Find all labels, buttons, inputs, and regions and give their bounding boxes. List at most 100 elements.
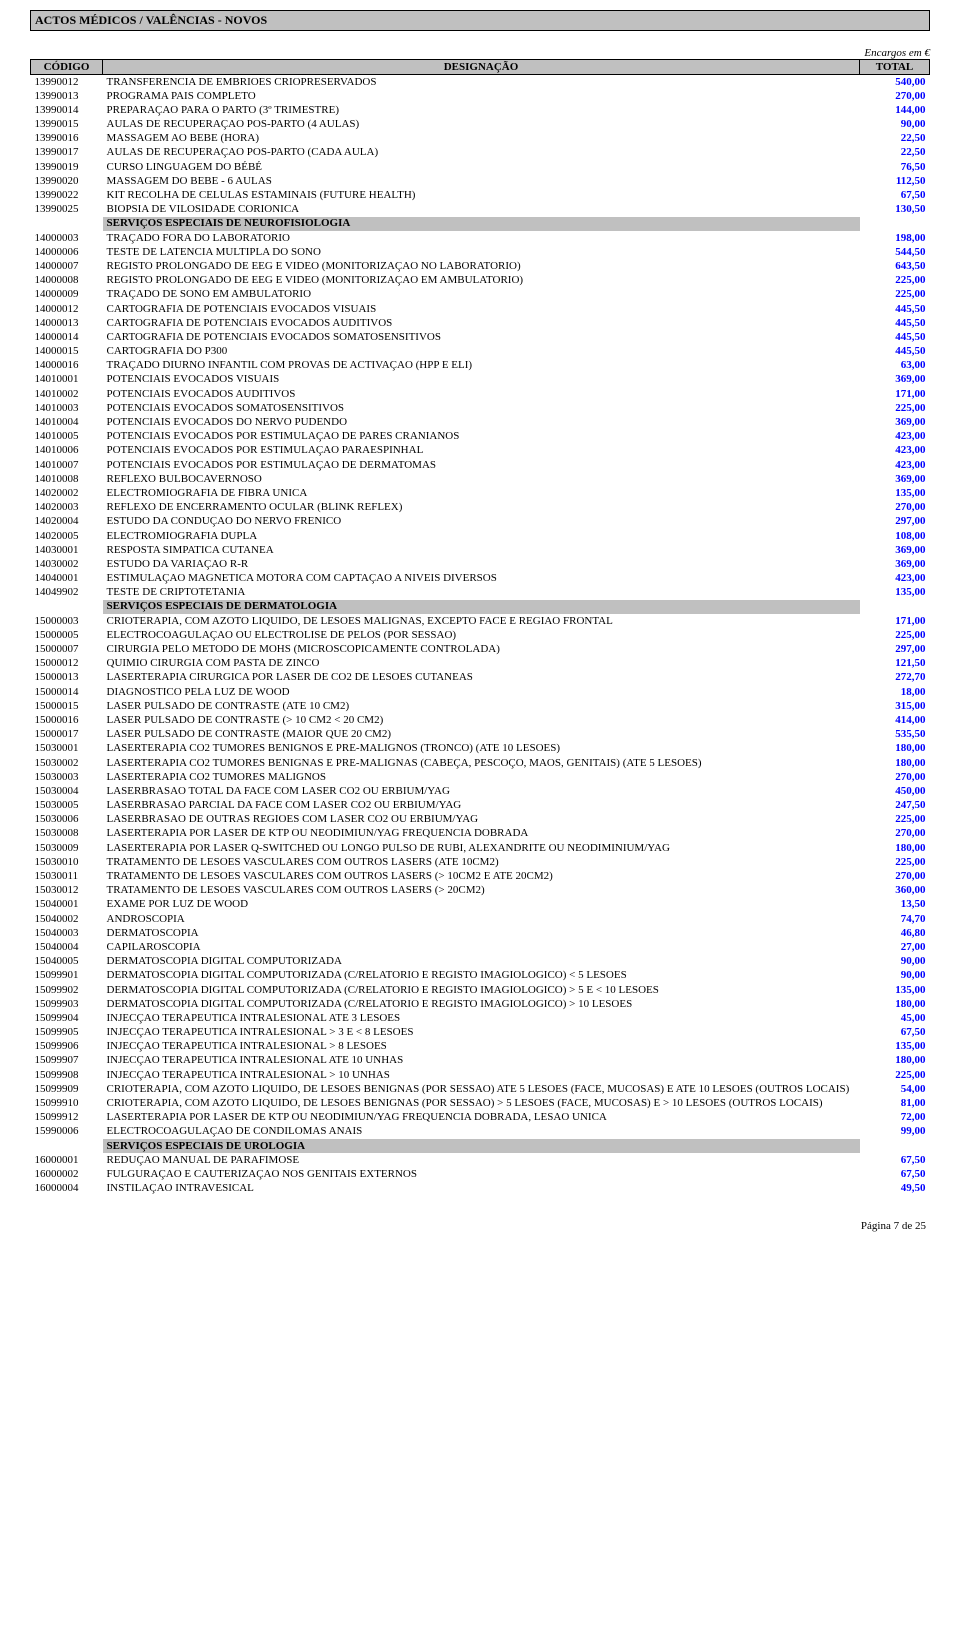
table-row: 14010008REFLEXO BULBOCAVERNOSO369,00 bbox=[31, 472, 930, 486]
cell-total: 369,00 bbox=[860, 557, 930, 571]
table-row: 15000007CIRURGIA PELO METODO DE MOHS (MI… bbox=[31, 643, 930, 657]
table-row: 15099910CRIOTERAPIA, COM AZOTO LIQUIDO, … bbox=[31, 1097, 930, 1111]
table-row: 15030004LASERBRASAO TOTAL DA FACE COM LA… bbox=[31, 784, 930, 798]
cell-codigo: 15099907 bbox=[31, 1054, 103, 1068]
cell-codigo: 14020005 bbox=[31, 529, 103, 543]
cell-total: 272,70 bbox=[860, 671, 930, 685]
cell-codigo: 15040005 bbox=[31, 955, 103, 969]
cell-codigo: 15030005 bbox=[31, 799, 103, 813]
table-row: 15040003DERMATOSCOPIA46,80 bbox=[31, 926, 930, 940]
cell-total: 180,00 bbox=[860, 997, 930, 1011]
cell-total: 171,00 bbox=[860, 387, 930, 401]
table-row: 15030002LASERTERAPIA CO2 TUMORES BENIGNA… bbox=[31, 756, 930, 770]
table-row: 14010003POTENCIAIS EVOCADOS SOMATOSENSIT… bbox=[31, 401, 930, 415]
cell-codigo: 15990006 bbox=[31, 1125, 103, 1139]
table-row: 15030008LASERTERAPIA POR LASER DE KTP OU… bbox=[31, 827, 930, 841]
cell-desc: QUIMIO CIRURGIA COM PASTA DE ZINCO bbox=[103, 657, 860, 671]
cell-desc: PREPARAÇAO PARA O PARTO (3º TRIMESTRE) bbox=[103, 103, 860, 117]
cell-codigo: 15030002 bbox=[31, 756, 103, 770]
cell-total: 90,00 bbox=[860, 955, 930, 969]
cell-codigo: 15030012 bbox=[31, 884, 103, 898]
cell-total: 67,50 bbox=[860, 189, 930, 203]
cell-total: 99,00 bbox=[860, 1125, 930, 1139]
table-row: 14000003TRAÇADO FORA DO LABORATORIO198,0… bbox=[31, 231, 930, 245]
cell-codigo: 14049902 bbox=[31, 586, 103, 600]
cell-desc: BIOPSIA DE VILOSIDADE CORIONICA bbox=[103, 203, 860, 217]
table-row: 15040002ANDROSCOPIA74,70 bbox=[31, 912, 930, 926]
cell-codigo: 14020004 bbox=[31, 515, 103, 529]
cell-codigo bbox=[31, 217, 103, 231]
cell-codigo: 14000012 bbox=[31, 302, 103, 316]
table-row: 15099909CRIOTERAPIA, COM AZOTO LIQUIDO, … bbox=[31, 1082, 930, 1096]
col-total: TOTAL bbox=[860, 60, 930, 75]
cell-desc: LASERTERAPIA POR LASER DE KTP OU NEODIMI… bbox=[103, 827, 860, 841]
cell-codigo: 13990025 bbox=[31, 203, 103, 217]
table-row: 14000012CARTOGRAFIA DE POTENCIAIS EVOCAD… bbox=[31, 302, 930, 316]
cell-total: 22,50 bbox=[860, 146, 930, 160]
table-row: 15099905INJECÇAO TERAPEUTICA INTRALESION… bbox=[31, 1026, 930, 1040]
cell-codigo: 14010005 bbox=[31, 430, 103, 444]
table-row: 15990006ELECTROCOAGULAÇAO DE CONDILOMAS … bbox=[31, 1125, 930, 1139]
cell-codigo: 14020003 bbox=[31, 501, 103, 515]
table-row: 15030011TRATAMENTO DE LESOES VASCULARES … bbox=[31, 870, 930, 884]
table-row: 14049902TESTE DE CRIPTOTETANIA135,00 bbox=[31, 586, 930, 600]
cell-codigo: 14000008 bbox=[31, 274, 103, 288]
cell-desc: CARTOGRAFIA DE POTENCIAIS EVOCADOS SOMAT… bbox=[103, 330, 860, 344]
table-row: 14020002ELECTROMIOGRAFIA DE FIBRA UNICA1… bbox=[31, 486, 930, 500]
cell-codigo: 14040001 bbox=[31, 572, 103, 586]
cell-codigo: 15030010 bbox=[31, 855, 103, 869]
cell-desc: CARTOGRAFIA DE POTENCIAIS EVOCADOS AUDIT… bbox=[103, 316, 860, 330]
cell-codigo: 15099910 bbox=[31, 1097, 103, 1111]
cell-desc: LASER PULSADO DE CONTRASTE (MAIOR QUE 20… bbox=[103, 728, 860, 742]
cell-codigo: 14010002 bbox=[31, 387, 103, 401]
table-row: 14000016TRAÇADO DIURNO INFANTIL COM PROV… bbox=[31, 359, 930, 373]
cell-desc: INSTILAÇAO INTRAVESICAL bbox=[103, 1182, 860, 1196]
cell-total: 445,50 bbox=[860, 316, 930, 330]
cell-desc: LASERTERAPIA POR LASER DE KTP OU NEODIMI… bbox=[103, 1111, 860, 1125]
cell-desc: CAPILAROSCOPIA bbox=[103, 940, 860, 954]
cell-desc: DERMATOSCOPIA DIGITAL COMPUTORIZADA bbox=[103, 955, 860, 969]
table-row: 15030012TRATAMENTO DE LESOES VASCULARES … bbox=[31, 884, 930, 898]
cell-total: 535,50 bbox=[860, 728, 930, 742]
cell-desc: POTENCIAIS EVOCADOS POR ESTIMULAÇAO DE P… bbox=[103, 430, 860, 444]
table-row: 14010006POTENCIAIS EVOCADOS POR ESTIMULA… bbox=[31, 444, 930, 458]
cell-desc: CRIOTERAPIA, COM AZOTO LIQUIDO, DE LESOE… bbox=[103, 1082, 860, 1096]
cell-codigo: 14000016 bbox=[31, 359, 103, 373]
cell-codigo: 13990017 bbox=[31, 146, 103, 160]
cell-codigo: 15030004 bbox=[31, 784, 103, 798]
cell-codigo: 15000005 bbox=[31, 628, 103, 642]
table-row: 13990013PROGRAMA PAIS COMPLETO270,00 bbox=[31, 89, 930, 103]
table-row: 15000014DIAGNOSTICO PELA LUZ DE WOOD18,0… bbox=[31, 685, 930, 699]
cell-desc: CIRURGIA PELO METODO DE MOHS (MICROSCOPI… bbox=[103, 643, 860, 657]
cell-total: 63,00 bbox=[860, 359, 930, 373]
cell-desc: TESTE DE CRIPTOTETANIA bbox=[103, 586, 860, 600]
cell-codigo: 14000006 bbox=[31, 245, 103, 259]
table-row: 13990017AULAS DE RECUPERAÇAO POS-PARTO (… bbox=[31, 146, 930, 160]
cell-codigo: 15000014 bbox=[31, 685, 103, 699]
cell-codigo: 14030002 bbox=[31, 557, 103, 571]
cell-codigo: 13990012 bbox=[31, 75, 103, 90]
cell-total: 130,50 bbox=[860, 203, 930, 217]
cell-desc: TRATAMENTO DE LESOES VASCULARES COM OUTR… bbox=[103, 855, 860, 869]
table-row: 13990012TRANSFERENCIA DE EMBRIOES CRIOPR… bbox=[31, 75, 930, 90]
cell-desc: ELECTROMIOGRAFIA DE FIBRA UNICA bbox=[103, 486, 860, 500]
table-row: 13990016MASSAGEM AO BEBE (HORA)22,50 bbox=[31, 132, 930, 146]
cell-desc: DERMATOSCOPIA bbox=[103, 926, 860, 940]
cell-total: 27,00 bbox=[860, 940, 930, 954]
cell-total: 315,00 bbox=[860, 699, 930, 713]
col-desc: DESIGNAÇÃO bbox=[103, 60, 860, 75]
cell-total: 108,00 bbox=[860, 529, 930, 543]
cell-codigo: 14000009 bbox=[31, 288, 103, 302]
cell-codigo: 15040002 bbox=[31, 912, 103, 926]
cell-desc: TRATAMENTO DE LESOES VASCULARES COM OUTR… bbox=[103, 870, 860, 884]
cell-total: 414,00 bbox=[860, 713, 930, 727]
cell-desc: FULGURAÇAO E CAUTERIZAÇAO NOS GENITAIS E… bbox=[103, 1167, 860, 1181]
cell-total: 13,50 bbox=[860, 898, 930, 912]
cell-codigo: 13990015 bbox=[31, 118, 103, 132]
cell-total: 198,00 bbox=[860, 231, 930, 245]
table-row: 14040001ESTIMULAÇAO MAGNETICA MOTORA COM… bbox=[31, 572, 930, 586]
cell-codigo: 15000015 bbox=[31, 699, 103, 713]
cell-codigo bbox=[31, 1139, 103, 1153]
cell-codigo: 14010008 bbox=[31, 472, 103, 486]
cell-desc: REGISTO PROLONGADO DE EEG E VIDEO (MONIT… bbox=[103, 259, 860, 273]
